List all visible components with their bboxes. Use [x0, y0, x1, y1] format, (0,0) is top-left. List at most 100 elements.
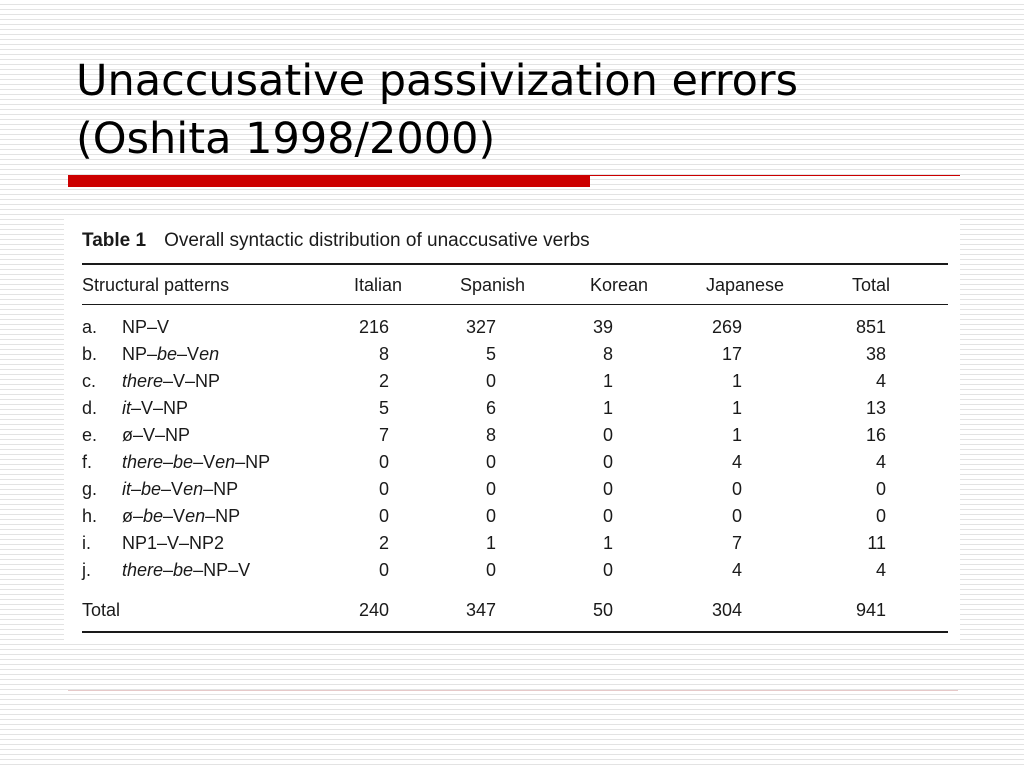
- row-value: 8: [378, 344, 389, 364]
- footer-divider: [68, 690, 958, 691]
- pattern-segment: en: [183, 479, 204, 499]
- pattern-segment: be: [173, 452, 194, 472]
- row-pattern: there–be–Ven–NP: [122, 451, 270, 473]
- table-top-rule: [82, 263, 948, 265]
- title-accent-bar: [68, 175, 590, 187]
- slide-title: Unaccusative passivization errors (Oshit…: [76, 52, 976, 168]
- row-value: 4: [731, 560, 742, 580]
- pattern-segment: –NP–V: [193, 560, 251, 580]
- row-letter: c.: [82, 371, 97, 391]
- row-value: 2: [378, 371, 389, 391]
- row-letter: d.: [82, 398, 98, 418]
- pattern-segment: –NP: [203, 479, 239, 499]
- pattern-segment: –V: [161, 479, 184, 499]
- row-letter: a.: [82, 317, 98, 337]
- row-letter: i.: [82, 533, 91, 553]
- row-value: 851: [855, 317, 886, 337]
- slide-title-line-2: (Oshita 1998/2000): [76, 114, 496, 164]
- row-letter: e.: [82, 425, 98, 445]
- pattern-segment: –V–NP: [163, 371, 221, 391]
- total-value: 941: [855, 600, 886, 620]
- row-value: 0: [731, 506, 742, 526]
- row-value: 0: [602, 560, 613, 580]
- pattern-segment: –V: [177, 344, 200, 364]
- row-value: 1: [731, 371, 742, 391]
- row-value: 0: [602, 479, 613, 499]
- table-header-cell: Korean: [590, 275, 649, 295]
- row-value: 39: [592, 317, 613, 337]
- pattern-segment: NP–V: [122, 317, 170, 337]
- row-pattern: NP–be–Ven: [122, 343, 219, 365]
- row-value: 0: [602, 506, 613, 526]
- pattern-segment: en: [199, 344, 220, 364]
- slide-title-line-1: Unaccusative passivization errors: [76, 56, 798, 106]
- row-value: 4: [875, 560, 886, 580]
- total-value: 347: [465, 600, 496, 620]
- row-value: 1: [602, 371, 613, 391]
- pattern-segment: there: [122, 452, 164, 472]
- row-value: 4: [731, 452, 742, 472]
- row-value: 0: [875, 479, 886, 499]
- total-value: 304: [711, 600, 742, 620]
- row-letter: g.: [82, 479, 98, 499]
- row-value: 5: [378, 398, 389, 418]
- pattern-segment: –NP: [235, 452, 271, 472]
- row-value: 1: [731, 425, 742, 445]
- pattern-segment: be: [143, 506, 164, 526]
- pattern-segment: ø–V–NP: [122, 425, 191, 445]
- row-value: 16: [865, 425, 886, 445]
- pattern-segment: be: [173, 560, 194, 580]
- row-value: 269: [711, 317, 742, 337]
- row-letter: f.: [82, 452, 93, 472]
- row-value: 0: [378, 479, 389, 499]
- row-value: 0: [602, 425, 613, 445]
- pattern-segment: there: [122, 560, 164, 580]
- row-value: 0: [485, 371, 496, 391]
- pattern-segment: –NP: [205, 506, 241, 526]
- row-value: 0: [602, 452, 613, 472]
- row-pattern: NP–V: [122, 316, 169, 338]
- row-pattern: there–V–NP: [122, 370, 220, 392]
- row-value: 1: [602, 398, 613, 418]
- pattern-segment: en: [185, 506, 206, 526]
- table-header-cell: Japanese: [706, 275, 785, 295]
- row-value: 0: [378, 560, 389, 580]
- row-pattern: there–be–NP–V: [122, 559, 250, 581]
- pattern-segment: NP–: [122, 344, 158, 364]
- row-letter: h.: [82, 506, 98, 526]
- row-value: 11: [867, 533, 886, 553]
- row-pattern: it–be–Ven–NP: [122, 478, 238, 500]
- row-value: 4: [875, 371, 886, 391]
- row-value: 5: [485, 344, 496, 364]
- pattern-segment: –V: [193, 452, 216, 472]
- row-letter: j.: [82, 560, 91, 580]
- pattern-segment: –: [163, 560, 174, 580]
- row-value: 0: [378, 452, 389, 472]
- row-value: 0: [731, 479, 742, 499]
- total-value: 50: [592, 600, 613, 620]
- pattern-segment: –V–NP: [131, 398, 189, 418]
- row-value: 0: [485, 560, 496, 580]
- row-value: 7: [731, 533, 742, 553]
- row-value: 0: [485, 479, 496, 499]
- row-value: 8: [602, 344, 613, 364]
- table-header-cell: Total: [852, 275, 891, 295]
- table-bottom-rule: [82, 631, 948, 633]
- pattern-segment: it: [122, 398, 131, 418]
- pattern-segment: be: [141, 479, 162, 499]
- row-value: 0: [485, 506, 496, 526]
- table-header-cell: Spanish: [460, 275, 526, 295]
- row-value: 17: [721, 344, 742, 364]
- row-value: 8: [485, 425, 496, 445]
- pattern-segment: ø–: [122, 506, 144, 526]
- pattern-segment: there: [122, 371, 164, 391]
- pattern-segment: –: [131, 479, 142, 499]
- row-value: 1: [485, 533, 496, 553]
- row-value: 2: [378, 533, 389, 553]
- row-value: 0: [485, 452, 496, 472]
- total-value: 240: [358, 600, 389, 620]
- row-value: 216: [358, 317, 389, 337]
- pattern-segment: –V: [163, 506, 186, 526]
- pattern-segment: be: [157, 344, 178, 364]
- row-value: 6: [485, 398, 496, 418]
